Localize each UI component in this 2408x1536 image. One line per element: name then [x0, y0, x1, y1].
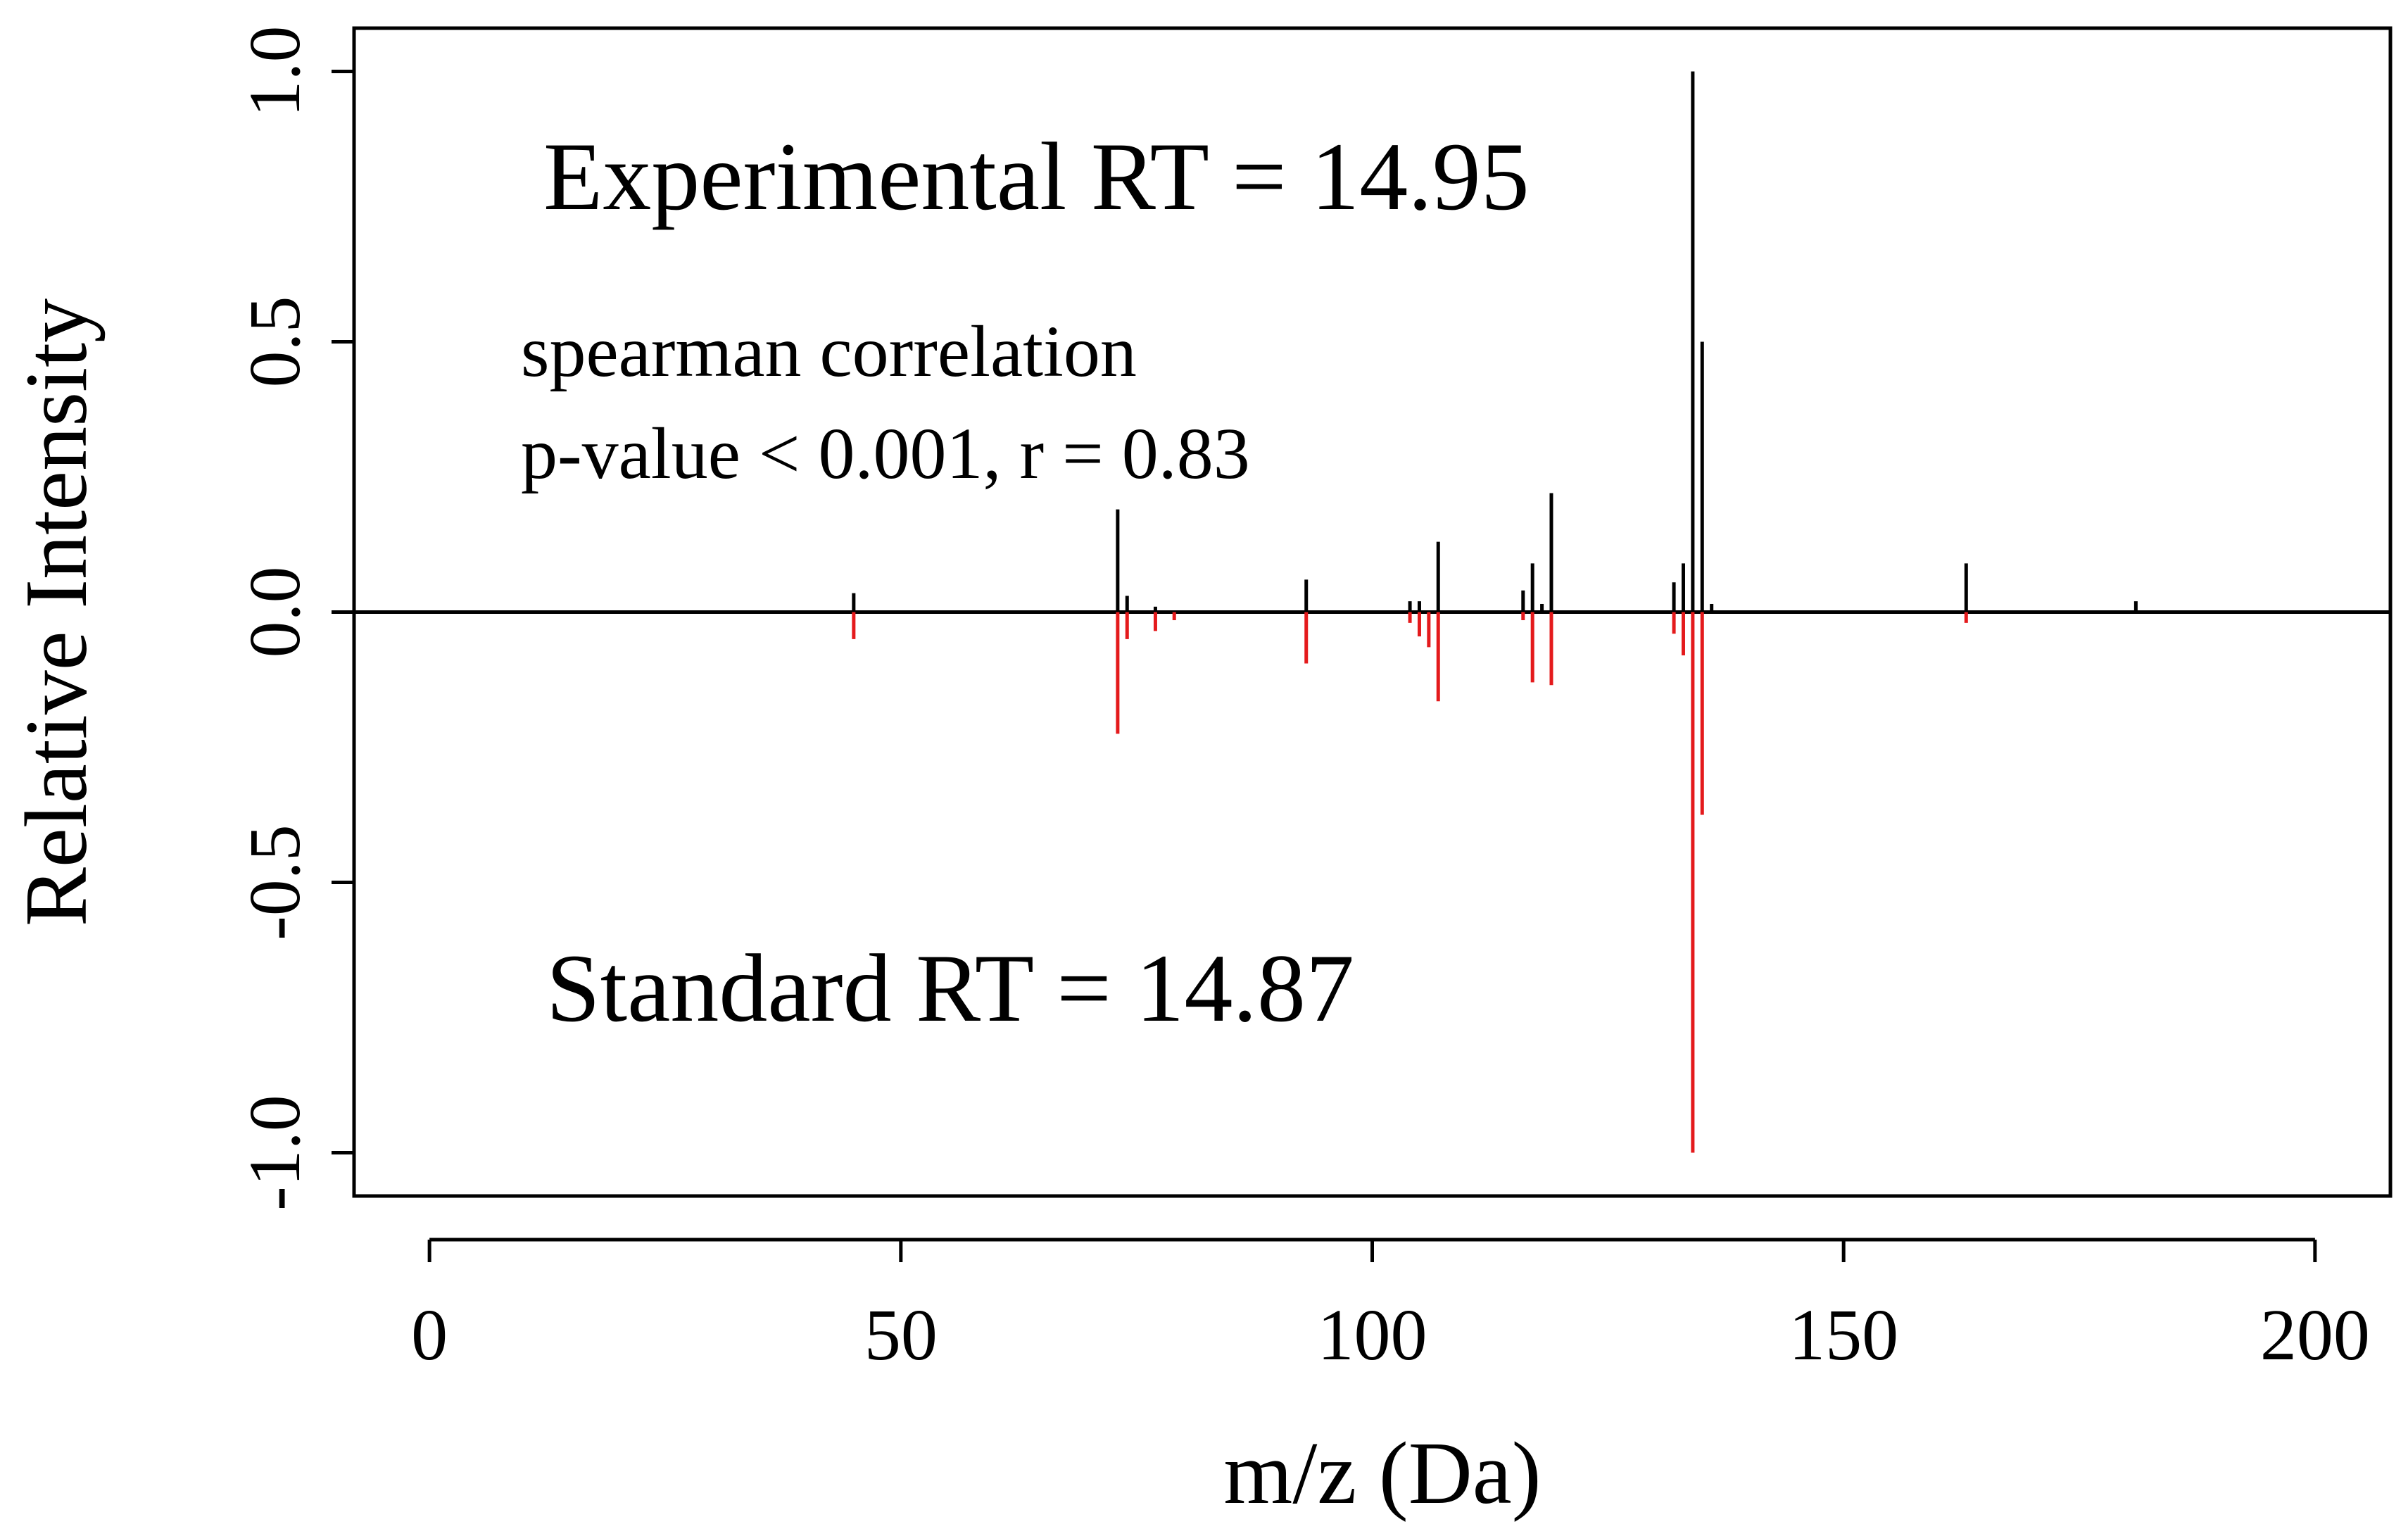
spearman-correlation-label: spearman correlation	[521, 311, 1137, 392]
y-tick-label: -1.0	[234, 1095, 315, 1211]
y-tick-label: 0.5	[234, 296, 315, 387]
standard-rt-annotation: Standard RT = 14.87	[546, 934, 1354, 1042]
x-axis: 0 50 100 150 200	[411, 1238, 2370, 1376]
y-axis-title: Relative Intensity	[8, 298, 106, 926]
experimental-peaks	[852, 71, 2138, 612]
x-tick-label: 150	[1789, 1295, 1898, 1376]
standard-peaks	[852, 612, 1968, 1153]
y-tick-label: 1.0	[234, 25, 315, 117]
y-axis: -1.0 -0.5 0.0 0.5 1.0	[234, 25, 356, 1211]
y-tick-label: -0.5	[234, 824, 315, 940]
x-tick-label: 200	[2260, 1295, 2370, 1376]
x-tick-label: 100	[1318, 1295, 1427, 1376]
x-axis-title: m/z (Da)	[1223, 1425, 1541, 1523]
y-tick-label: 0.0	[234, 567, 315, 658]
spearman-pvalue-label: p-value < 0.001, r = 0.83	[521, 413, 1250, 494]
x-tick-label: 0	[411, 1295, 448, 1376]
x-tick-label: 50	[864, 1295, 938, 1376]
experimental-rt-annotation: Experimental RT = 14.95	[543, 122, 1530, 230]
